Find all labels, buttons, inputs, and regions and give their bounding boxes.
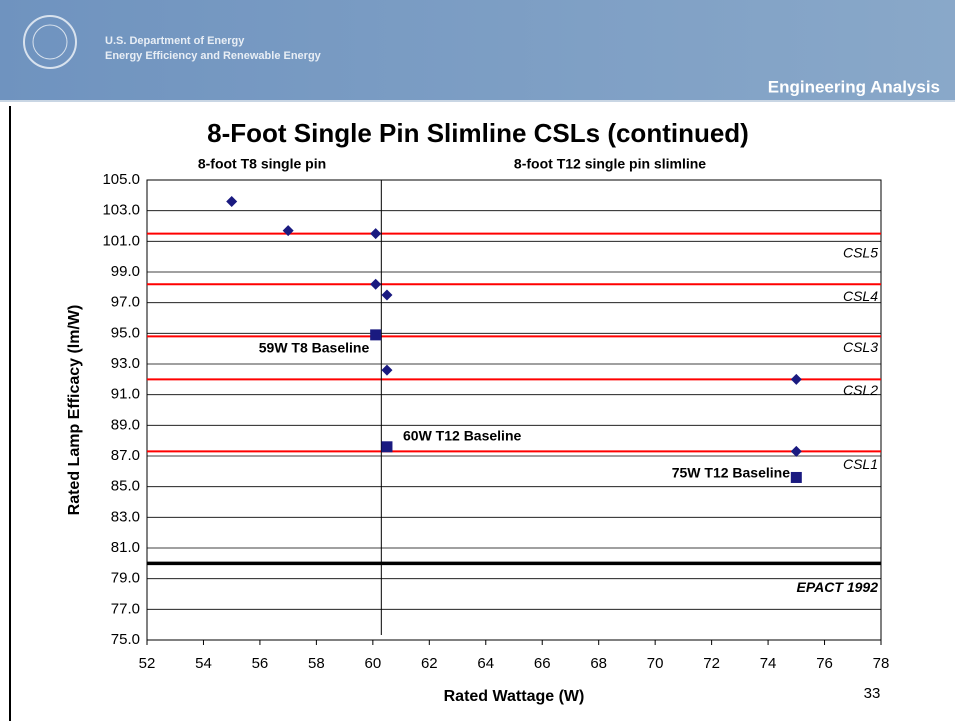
y-tick-label: 77.0 [111,600,140,617]
y-axis-label: Rated Lamp Efficacy (lm/W) [66,305,83,516]
y-tick-label: 89.0 [111,416,140,433]
logo [23,15,77,69]
y-tick-label: 103.0 [102,202,140,219]
y-tick-label: 79.0 [111,570,140,587]
annotation: 60W T12 Baseline [403,428,521,444]
x-tick-label: 70 [647,655,664,672]
header-band [0,0,955,100]
data-point [370,228,382,240]
reference-label: CSL3 [843,339,878,355]
annotation: 59W T8 Baseline [259,340,370,356]
y-tick-label: 87.0 [111,447,140,464]
y-tick-label: 105.0 [102,171,140,188]
data-point [790,373,802,385]
x-tick-label: 58 [308,655,325,672]
division-name: Energy Efficiency and Renewable Energy [105,50,322,62]
x-tick-label: 68 [590,655,607,672]
x-tick-label: 66 [534,655,551,672]
section-name: Engineering Analysis [768,77,940,96]
x-tick-label: 72 [703,655,720,672]
data-point [381,441,393,453]
reference-label: CSL2 [843,382,878,398]
x-tick-label: 62 [421,655,438,672]
y-tick-label: 91.0 [111,386,140,403]
x-tick-label: 56 [252,655,269,672]
logo-inner [32,24,68,60]
reference-label: CSL4 [843,288,878,304]
y-tick-label: 99.0 [111,263,140,280]
x-tick-label: 54 [195,655,212,672]
data-point [381,289,393,301]
x-axis-label: Rated Wattage (W) [444,688,585,705]
data-point [790,445,802,457]
y-tick-label: 85.0 [111,478,140,495]
reference-label: CSL1 [843,456,878,472]
data-point [282,225,294,237]
data-point [381,364,393,376]
page-number: 33 [864,685,881,702]
y-tick-label: 97.0 [111,294,140,311]
x-tick-label: 74 [760,655,777,672]
reference-label: CSL5 [843,244,878,260]
y-tick-label: 93.0 [111,355,140,372]
header-rule [0,100,955,102]
data-point [790,471,802,483]
x-tick-label: 52 [139,655,156,672]
y-tick-label: 75.0 [111,631,140,648]
data-point [226,195,238,207]
y-tick-label: 95.0 [111,324,140,341]
y-tick-label: 83.0 [111,508,140,525]
reference-label: EPACT 1992 [797,579,879,595]
region-label: 8-foot T12 single pin slimline [514,156,706,172]
org-name: U.S. Department of Energy [105,35,245,47]
data-point [370,329,382,341]
y-tick-label: 81.0 [111,539,140,556]
chart-title: 8-Foot Single Pin Slimline CSLs (continu… [207,118,749,148]
x-tick-label: 76 [816,655,833,672]
y-tick-label: 101.0 [102,232,140,249]
x-tick-label: 64 [477,655,494,672]
x-tick-label: 78 [873,655,890,672]
region-label: 8-foot T8 single pin [198,156,326,172]
annotation: 75W T12 Baseline [672,465,790,481]
data-point [370,278,382,290]
plot-area [146,179,882,641]
x-tick-label: 60 [365,655,382,672]
